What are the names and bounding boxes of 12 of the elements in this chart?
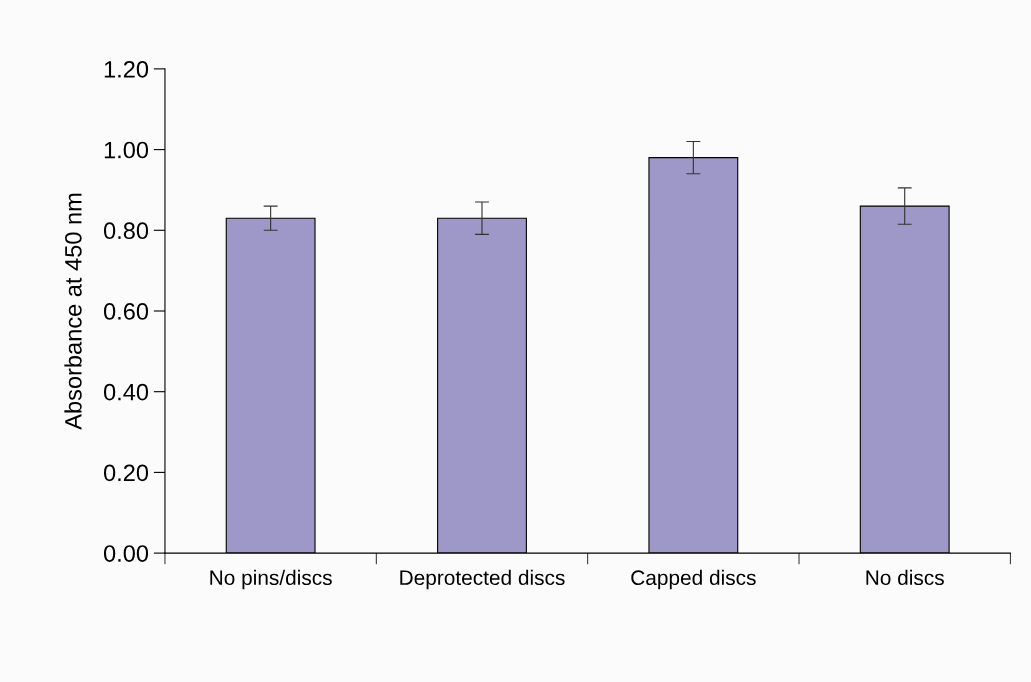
y-tick-label: 0.60 [103, 303, 149, 320]
y-tick-label: 0.20 [103, 464, 149, 482]
y-tick-label: 0.00 [103, 545, 149, 562]
x-tick-label: No discs [866, 569, 944, 586]
x-tick-label: Capped discs [631, 569, 756, 590]
y-axis-title: Absorbance at 450 nm [64, 193, 82, 430]
x-tick-label: No pins/discs [210, 569, 332, 590]
y-tick-label: 0.80 [103, 222, 149, 240]
y-tick-label: 1.20 [104, 60, 149, 78]
y-tick-label: 1.00 [104, 141, 149, 159]
y-tick-label: 0.40 [103, 383, 149, 401]
x-tick-label: Deprotected discs [400, 569, 565, 590]
